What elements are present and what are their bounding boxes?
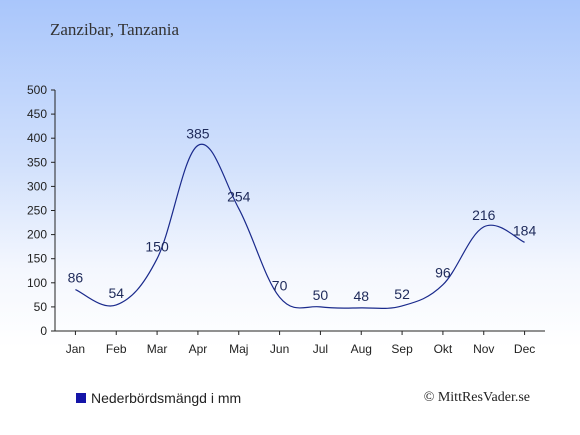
copyright-text: © MittResVader.se <box>423 390 530 405</box>
legend: Nederbördsmängd i mm <box>76 390 241 406</box>
series-line <box>75 143 525 309</box>
data-label: 96 <box>435 265 451 281</box>
data-label: 216 <box>472 207 496 223</box>
data-label: 150 <box>145 239 169 255</box>
y-tick-label: 100 <box>27 276 47 290</box>
y-tick-label: 300 <box>27 179 47 193</box>
data-label: 184 <box>513 222 537 238</box>
y-tick-label: 150 <box>27 252 47 266</box>
data-label: 254 <box>227 189 251 205</box>
y-tick-label: 450 <box>27 107 47 121</box>
data-label: 52 <box>394 286 410 302</box>
legend-swatch <box>76 393 86 403</box>
x-tick-label: Sep <box>391 342 413 356</box>
x-tick-label: Aug <box>351 342 372 356</box>
y-tick-label: 350 <box>27 155 47 169</box>
x-tick-label: Dec <box>514 342 535 356</box>
data-label: 385 <box>186 125 210 141</box>
x-tick-label: Nov <box>473 342 494 356</box>
x-tick-label: Maj <box>229 342 248 356</box>
data-label: 70 <box>272 277 288 293</box>
x-tick-label: Jan <box>66 342 85 356</box>
x-tick-label: Apr <box>189 342 208 356</box>
y-tick-label: 200 <box>27 228 47 242</box>
legend-label: Nederbördsmängd i mm <box>91 390 242 406</box>
data-label: 48 <box>353 288 369 304</box>
y-tick-label: 250 <box>27 204 47 218</box>
x-tick-label: Jul <box>313 342 328 356</box>
x-tick-label: Jun <box>270 342 289 356</box>
data-label: 86 <box>68 270 84 286</box>
data-label: 50 <box>313 287 329 303</box>
x-tick-label: Mar <box>147 342 168 356</box>
chart-ticks: 0 50 100 150 200 250 300 350 400 450 500 Jan Feb Mar A… <box>27 83 535 356</box>
y-tick-label: 50 <box>34 300 48 314</box>
chart-data-labels: 86 54 150 385 254 70 50 48 52 96 216 184 <box>68 125 537 303</box>
y-tick-label: 400 <box>27 131 47 145</box>
data-label: 54 <box>108 285 124 301</box>
chart-title: Zanzibar, Tanzania <box>50 20 180 39</box>
x-tick-label: Feb <box>106 342 127 356</box>
y-tick-label: 500 <box>27 83 47 97</box>
y-tick-label: 0 <box>40 324 47 338</box>
chart-series <box>75 143 525 309</box>
x-tick-label: Okt <box>434 342 453 356</box>
